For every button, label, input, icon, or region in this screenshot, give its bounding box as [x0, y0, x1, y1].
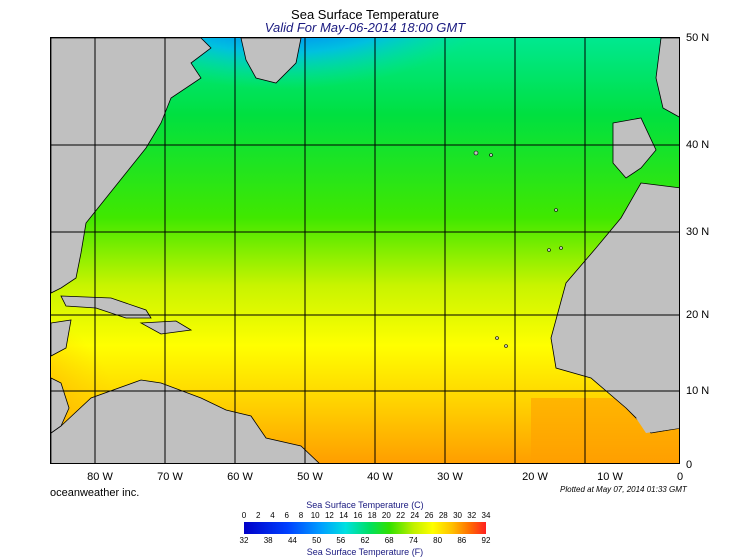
colorbar-tick-f: 50 [312, 536, 322, 545]
cape-verde-island [504, 344, 508, 348]
colorbar-title-fahrenheit: Sea Surface Temperature (F) [306, 547, 424, 557]
colorbar-tick-c: 4 [270, 511, 275, 520]
lat-label-10n: 10 N [686, 385, 710, 397]
sst-map-svg [51, 38, 679, 463]
colorbar-tick-c: 12 [324, 511, 334, 520]
colorbar-tick-f: 74 [408, 536, 418, 545]
cuba-land [60, 295, 152, 319]
colorbar-tick-c: 34 [481, 511, 491, 520]
colorbar [244, 522, 486, 534]
lon-label-60w: 60 W [227, 471, 253, 483]
lon-label-0: 0 [676, 471, 684, 483]
europe-land [655, 38, 679, 118]
central-america-land [51, 377, 70, 434]
colorbar-tick-f: 80 [433, 536, 443, 545]
colorbar-tick-c: 16 [353, 511, 363, 520]
lon-label-10w: 10 W [597, 471, 623, 483]
colorbar-tick-c: 8 [298, 511, 304, 520]
colorbar-tick-c: 14 [339, 511, 349, 520]
lon-label-40w: 40 W [367, 471, 393, 483]
map-subtitle: Valid For May-06-2014 18:00 GMT [264, 20, 466, 35]
africa-land [550, 182, 679, 434]
lat-label-50n: 50 N [686, 32, 710, 44]
madeira-island [554, 208, 558, 212]
lon-label-20w: 20 W [522, 471, 548, 483]
colorbar-tick-f: 62 [360, 536, 370, 545]
plotted-timestamp: Plotted at May 07, 2014 01:33 GMT [560, 485, 687, 494]
lat-label-40n: 40 N [686, 139, 710, 151]
azores-island [473, 150, 479, 156]
colorbar-tick-f: 38 [263, 536, 273, 545]
colorbar-tick-c: 18 [367, 511, 377, 520]
azores-island [489, 153, 493, 157]
colorbar-tick-c: 6 [284, 511, 289, 520]
colorbar-tick-f: 68 [384, 536, 394, 545]
colorbar-tick-c: 30 [453, 511, 462, 520]
colorbar-tick-c: 2 [256, 511, 261, 520]
credit-text: oceanweather inc. [50, 487, 140, 499]
colorbar-tick-c: 20 [381, 511, 391, 520]
colorbar-tick-c: 26 [424, 511, 434, 520]
colorbar-tick-c: 0 [241, 511, 247, 520]
colorbar-tick-f: 56 [336, 536, 346, 545]
colorbar-tick-f: 44 [287, 536, 297, 545]
sst-map [50, 37, 680, 464]
hispaniola-land [139, 320, 193, 335]
cape-verde-island [495, 336, 499, 340]
colorbar-title-celsius: Sea Surface Temperature (C) [306, 500, 424, 510]
colorbar-tick-f: 92 [481, 536, 491, 545]
colorbar-tick-c: 32 [467, 511, 477, 520]
north-america-land [51, 38, 212, 294]
map-title: Sea Surface Temperature [291, 7, 439, 22]
graticule [51, 38, 679, 463]
lat-label-30n: 30 N [686, 226, 710, 238]
canary-island [547, 248, 551, 252]
colorbar-tick-c: 28 [438, 511, 448, 520]
africa-land-east [636, 234, 679, 433]
lat-label-0: 0 [686, 459, 693, 471]
colorbar-tick-f: 32 [239, 536, 249, 545]
lon-label-30w: 30 W [437, 471, 463, 483]
newfoundland-land [240, 38, 302, 84]
lon-label-50w: 50 W [297, 471, 323, 483]
colorbar-tick-c: 24 [410, 511, 420, 520]
colorbar-tick-c: 22 [396, 511, 406, 520]
lon-label-70w: 70 W [157, 471, 183, 483]
colorbar-tick-c: 10 [310, 511, 320, 520]
lat-label-20n: 20 N [686, 309, 710, 321]
lon-label-80w: 80 W [87, 471, 113, 483]
south-america-land [51, 379, 320, 463]
canary-island [559, 246, 563, 250]
colorbar-tick-f: 86 [457, 536, 467, 545]
yucatan-land [51, 319, 72, 357]
iberia-land [612, 117, 657, 179]
